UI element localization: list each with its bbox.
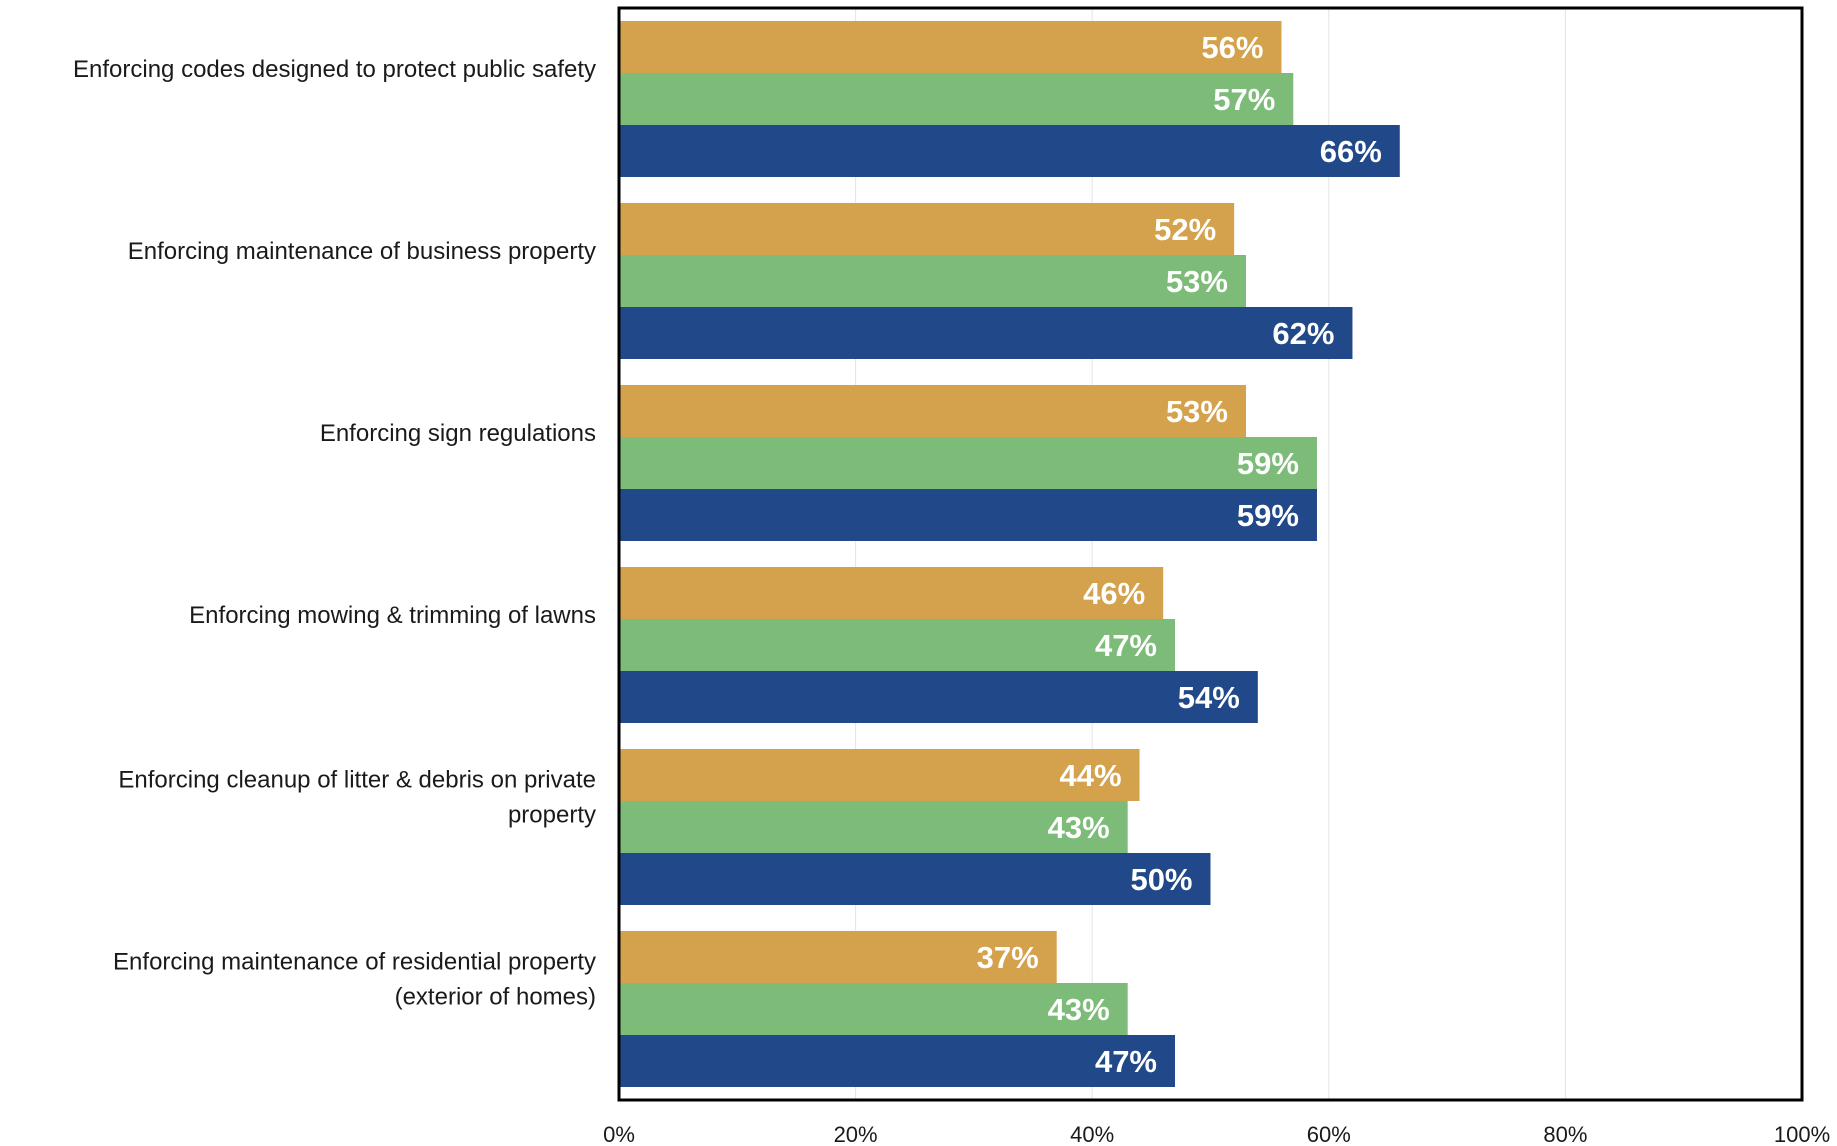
data-label: 54% bbox=[1178, 680, 1240, 715]
x-tick-label: 80% bbox=[1543, 1122, 1587, 1146]
bar bbox=[619, 255, 1246, 307]
x-tick-label: 40% bbox=[1070, 1122, 1114, 1146]
x-tick-label: 0% bbox=[603, 1122, 635, 1146]
bar bbox=[619, 73, 1294, 125]
data-label: 52% bbox=[1154, 212, 1216, 247]
bar bbox=[619, 853, 1211, 905]
bar bbox=[619, 983, 1128, 1035]
bar bbox=[619, 307, 1353, 359]
bar bbox=[619, 437, 1317, 489]
data-label: 53% bbox=[1166, 394, 1228, 429]
bar bbox=[619, 671, 1258, 723]
data-label: 56% bbox=[1201, 30, 1263, 65]
bar bbox=[619, 385, 1246, 437]
plot-frame bbox=[617, 6, 1804, 1102]
bar bbox=[619, 21, 1282, 73]
data-label: 47% bbox=[1095, 628, 1157, 663]
data-label: 43% bbox=[1048, 810, 1110, 845]
category-label: Enforcing sign regulations bbox=[320, 420, 596, 447]
x-tick-label: 100% bbox=[1774, 1122, 1830, 1146]
bar bbox=[619, 203, 1235, 255]
data-label: 47% bbox=[1095, 1044, 1157, 1079]
data-label: 53% bbox=[1166, 264, 1228, 299]
bar bbox=[619, 931, 1057, 983]
bar bbox=[619, 801, 1128, 853]
data-label: 66% bbox=[1320, 134, 1382, 169]
category-label: Enforcing codes designed to protect publ… bbox=[73, 56, 596, 83]
data-label: 57% bbox=[1213, 82, 1275, 117]
bar bbox=[619, 489, 1317, 541]
category-label: Enforcing cleanup of litter & debris on … bbox=[118, 767, 596, 794]
bar bbox=[619, 1035, 1176, 1087]
bar bbox=[619, 749, 1140, 801]
data-label: 37% bbox=[977, 940, 1039, 975]
category-label: Enforcing maintenance of residential pro… bbox=[113, 949, 596, 976]
category-label: property bbox=[508, 802, 596, 829]
bar bbox=[619, 619, 1176, 671]
data-label: 50% bbox=[1130, 862, 1192, 897]
category-label: Enforcing mowing & trimming of lawns bbox=[189, 602, 596, 629]
x-tick-label: 60% bbox=[1307, 1122, 1351, 1146]
data-label: 59% bbox=[1237, 498, 1299, 533]
category-label: Enforcing maintenance of business proper… bbox=[128, 238, 596, 265]
x-tick-label: 20% bbox=[834, 1122, 878, 1146]
data-label: 44% bbox=[1059, 758, 1121, 793]
data-label: 59% bbox=[1237, 446, 1299, 481]
data-label: 46% bbox=[1083, 576, 1145, 611]
category-label: (exterior of homes) bbox=[395, 984, 596, 1011]
data-label: 43% bbox=[1048, 992, 1110, 1027]
bar bbox=[619, 125, 1400, 177]
data-label: 62% bbox=[1272, 316, 1334, 351]
bar bbox=[619, 567, 1164, 619]
